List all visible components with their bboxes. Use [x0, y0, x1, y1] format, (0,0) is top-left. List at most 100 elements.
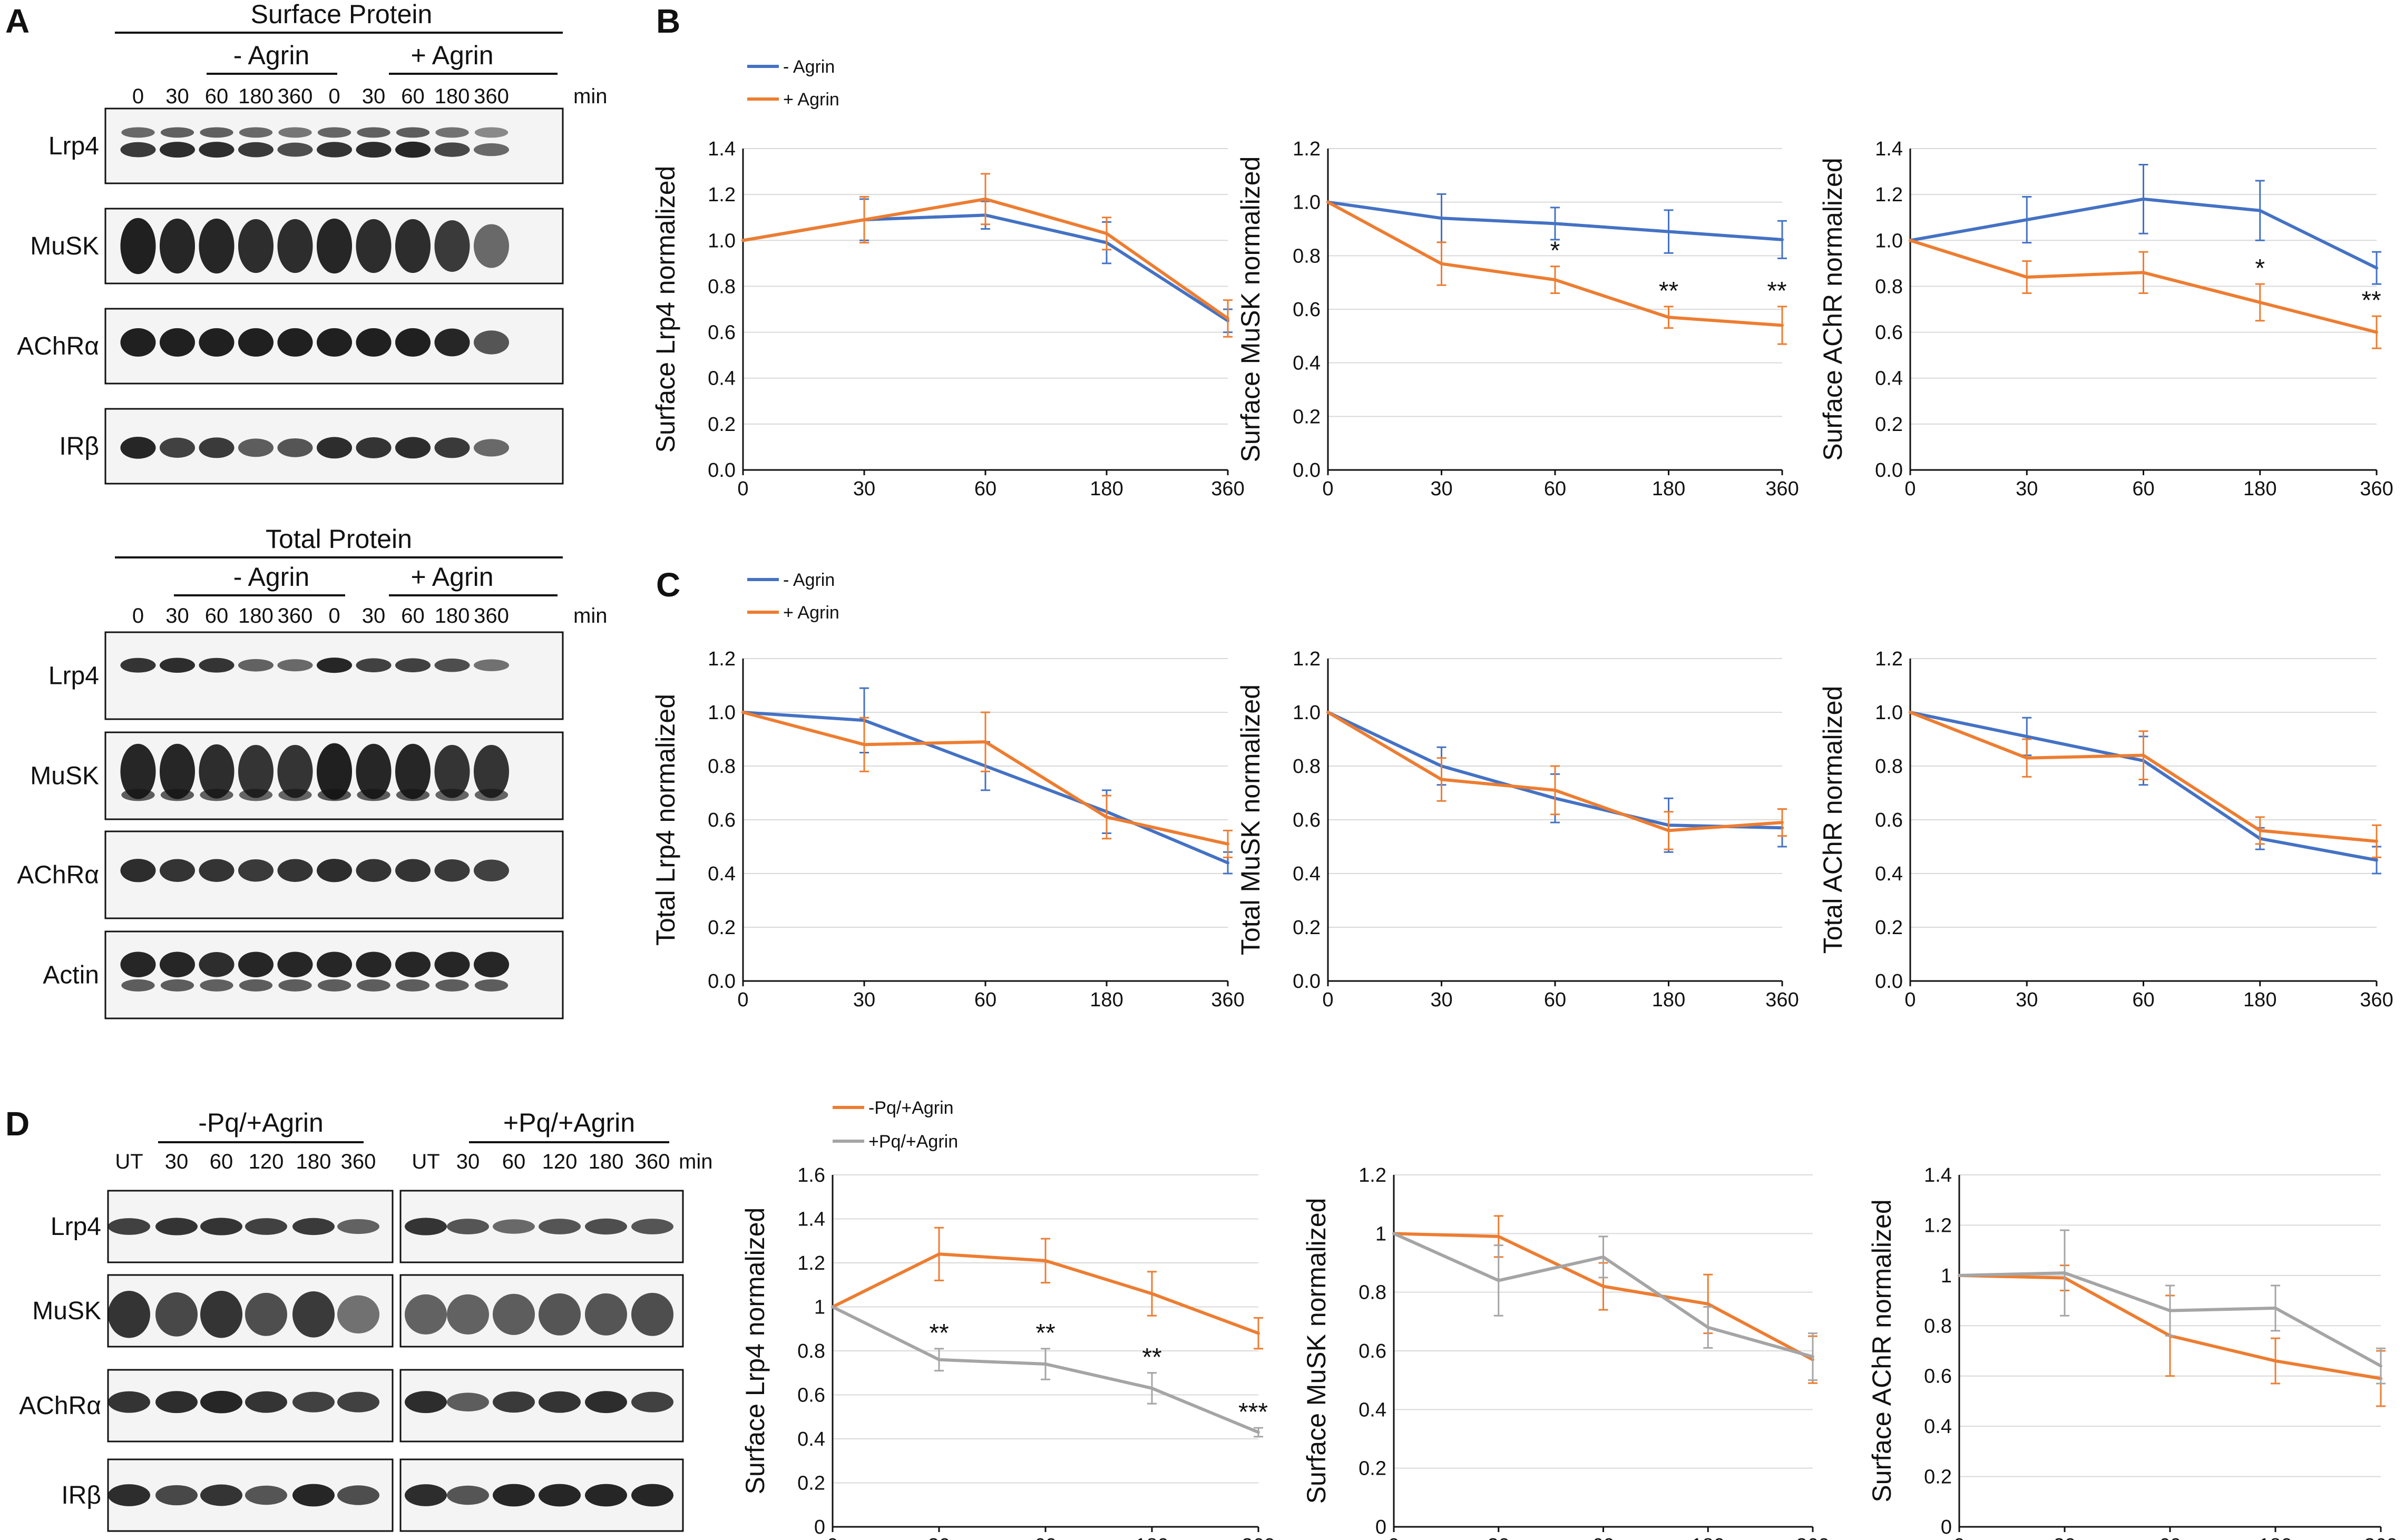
blot-band — [539, 1484, 581, 1507]
y-tick-label: 0 — [1941, 1516, 1952, 1538]
blot-band — [200, 789, 233, 801]
lane-label: 180 — [435, 604, 470, 627]
significance-marker: ** — [2361, 287, 2381, 315]
lane-label: 60 — [205, 604, 229, 627]
y-axis-label: Surface AChR normalized — [1818, 158, 1848, 460]
y-axis-label: Total Lrp4 normalized — [651, 694, 680, 946]
blot-band — [356, 952, 392, 977]
data-point — [2142, 753, 2145, 757]
blot-band — [357, 127, 390, 138]
lane-label: 30 — [165, 604, 189, 627]
blot-band — [631, 1219, 673, 1234]
lane-label: UT — [412, 1150, 439, 1173]
lane-label: 180 — [296, 1150, 331, 1173]
lane-label: 180 — [435, 85, 470, 108]
blot-band — [292, 1291, 335, 1338]
y-axis-label: Surface Lrp4 normalized — [740, 1208, 770, 1495]
blot-band — [159, 743, 196, 799]
y-tick-label: 1.2 — [1875, 184, 1903, 206]
y-tick-label: 0.4 — [708, 863, 736, 885]
blot-band — [434, 328, 470, 357]
y-tick-label: 0.8 — [1924, 1315, 1952, 1337]
legend-d-minus-pq-label: -Pq/+Agrin — [868, 1098, 954, 1118]
data-point — [1667, 316, 1670, 319]
series-pq-agrin — [1958, 1229, 2386, 1385]
blot-band — [493, 1293, 535, 1335]
blot-band — [434, 437, 470, 458]
significance-marker: ** — [929, 1319, 949, 1347]
lane-label: 60 — [401, 85, 425, 108]
y-tick-label: 1.4 — [797, 1209, 825, 1231]
blot-band — [155, 1218, 198, 1235]
x-tick-label: 60 — [1544, 478, 1566, 500]
y-tick-label: 0 — [814, 1516, 825, 1538]
blot-row-label-achr: AChRα — [17, 861, 99, 889]
blot-band — [474, 979, 509, 992]
blot-band — [473, 859, 510, 882]
data-point — [1781, 323, 1784, 327]
y-tick-label: 1.0 — [1293, 192, 1321, 214]
blot-d-header: -Pq/+Agrin +Pq/+Agrin — [158, 1108, 669, 1143]
blot-band — [120, 658, 156, 673]
data-point — [1044, 1259, 1047, 1262]
blot-row-label-lrp4: Lrp4 — [48, 132, 99, 160]
blot-band — [356, 859, 392, 882]
lane-label: 60 — [502, 1150, 526, 1173]
total-minus-agrin-label: - Agrin — [233, 562, 310, 592]
x-tick-label: 60 — [2159, 1535, 2181, 1540]
lane-label: 0 — [328, 604, 340, 627]
data-point — [2142, 271, 2145, 274]
blot-band — [473, 952, 510, 977]
blot-band — [631, 1484, 673, 1507]
y-tick-label: 0.2 — [708, 414, 736, 436]
blot-band — [108, 1391, 150, 1413]
y-tick-label: 0.8 — [708, 756, 736, 778]
lane-label: 360 — [474, 604, 509, 627]
data-point — [2025, 734, 2029, 738]
blot-band — [120, 859, 156, 882]
blot-band — [585, 1293, 627, 1336]
chart-d2: 0 0.2 0.4 0.6 0.8 1 1.2 0 30 60 180 360 Surface MuSK… — [1302, 1164, 1830, 1540]
lane-unit-label: min — [573, 85, 607, 108]
y-tick-label: 0.6 — [1924, 1366, 1952, 1388]
y-tick-label: 0.2 — [708, 917, 736, 939]
blot-band — [356, 328, 392, 357]
y-tick-label: 0.2 — [1293, 917, 1321, 939]
blot-band — [245, 1391, 287, 1413]
blot-band — [631, 1292, 673, 1336]
panel-letter-c: C — [656, 566, 680, 604]
series-pq-agrin — [1392, 1232, 1817, 1381]
blot-band — [395, 437, 431, 459]
x-tick-label: 30 — [2016, 478, 2038, 500]
x-tick-label: 0 — [737, 989, 748, 1011]
x-tick-label: 180 — [1090, 989, 1123, 1011]
data-point — [741, 239, 745, 242]
blot-band — [277, 952, 313, 977]
plus-pq-agrin-label: +Pq/+Agrin — [503, 1108, 635, 1137]
panel-letter-a: A — [5, 2, 30, 40]
blot-band — [239, 127, 273, 138]
y-tick-label: 1.2 — [1293, 648, 1321, 670]
y-axis-label: Surface Lrp4 normalized — [651, 166, 680, 453]
y-tick-label: 0.0 — [1875, 459, 1903, 482]
y-tick-label: 0.2 — [1359, 1458, 1386, 1480]
blot-band — [434, 658, 470, 672]
data-point — [1257, 1331, 1260, 1335]
blot-band — [199, 328, 234, 357]
blot-band — [121, 789, 155, 801]
total-plus-agrin-label: + Agrin — [411, 562, 493, 592]
y-tick-label: 1.0 — [1293, 702, 1321, 724]
data-point — [1601, 1255, 1605, 1259]
blot-band — [278, 979, 312, 992]
legend-b-minus-label: - Agrin — [783, 57, 835, 77]
blot-row-label-ir: IRβ — [61, 1482, 101, 1509]
panel-letter-b: B — [656, 2, 680, 40]
x-tick-label: 0 — [1953, 1535, 1965, 1540]
blot-band — [396, 789, 430, 801]
data-point — [1958, 1273, 1961, 1277]
blot-band — [396, 979, 430, 992]
chart-b1: 0.0 0.2 0.4 0.6 0.8 1.0 1.2 1.4 0 30 60 180 360 Surfa… — [651, 138, 1245, 500]
x-tick-label: 180 — [2243, 478, 2276, 500]
lane-label: 0 — [328, 85, 340, 108]
